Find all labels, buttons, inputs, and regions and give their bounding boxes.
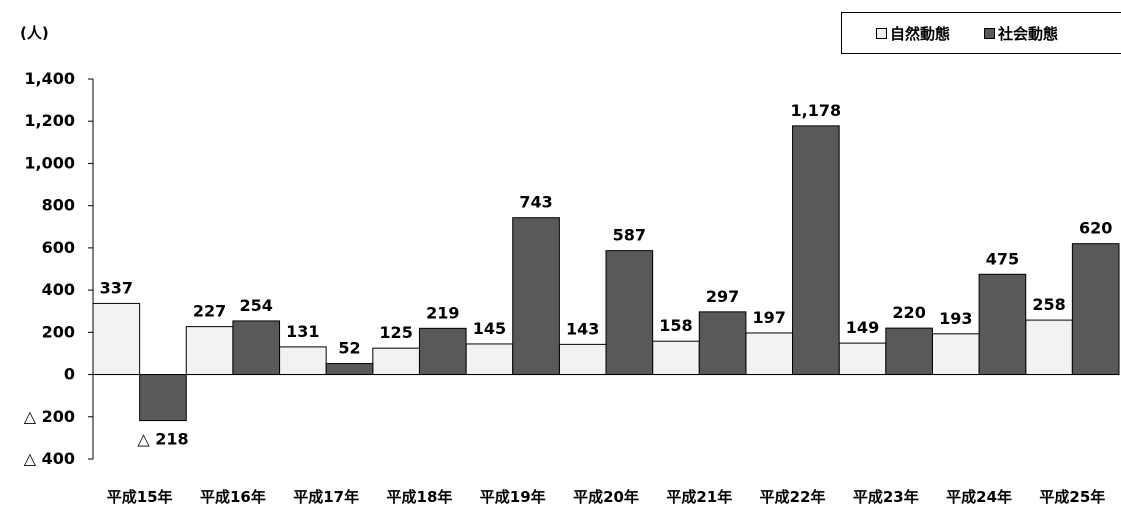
data-label-natural: 149 [846,318,879,337]
bar-natural [838,342,887,376]
bar-social [978,273,1027,376]
legend: 自然動態 社会動態 [841,12,1121,54]
bar-social [1071,243,1120,376]
y-unit-label: (人) [20,24,49,42]
bar-social [698,311,747,376]
y-tick-label: 1,000 [24,153,75,172]
data-label-social: 220 [892,303,925,322]
x-tick-label: 平成15年 [107,488,173,506]
legend-item-social: 社会動態 [984,23,1058,44]
y-tick-label: 200 [42,322,75,341]
legend-item-natural: 自然動態 [876,23,950,44]
data-label-social: △ 218 [137,430,188,449]
bar-social [605,250,654,376]
y-tick-label: △ 400 [24,449,75,468]
data-label-social: 475 [986,249,1019,268]
x-tick-label: 平成20年 [573,488,639,506]
x-tick-label: 平成16年 [200,488,266,506]
data-label-social: 254 [240,296,273,315]
x-tick-label: 平成24年 [946,488,1012,506]
bar-social [325,363,374,376]
bar-natural [745,332,794,376]
x-tick-label: 平成17年 [293,488,359,506]
bar-natural [372,347,420,376]
x-tick-label: 平成22年 [760,488,826,506]
data-label-natural: 158 [659,316,692,335]
data-label-social: 219 [426,303,459,322]
bar-natural [185,326,234,376]
y-tick-label: 1,200 [24,111,75,130]
data-label-natural: 197 [753,308,786,327]
bar-natural [465,343,514,376]
x-tick-label: 平成23年 [853,488,919,506]
data-label-social: 587 [613,226,646,245]
bar-natural [1025,319,1073,376]
bar-natural [279,346,327,376]
bar-social [139,374,187,422]
bar-social [512,217,560,376]
x-tick-label: 平成25年 [1039,488,1105,506]
data-label-natural: 131 [286,322,319,341]
bar-social [792,125,840,376]
data-label-social: 52 [338,339,360,358]
x-tick-label: 平成21年 [666,488,732,506]
legend-swatch-natural [876,27,887,39]
data-label-natural: 143 [566,319,599,338]
bar-social [885,327,933,376]
data-label-social: 1,178 [791,101,842,120]
bar-natural [558,343,607,376]
legend-label-social: 社会動態 [998,24,1059,43]
y-tick-label: 600 [42,238,75,257]
y-tick-label: 0 [64,365,75,384]
data-label-social: 297 [706,287,739,306]
bar-natural [931,333,980,376]
data-label-natural: 337 [100,278,133,297]
y-tick-label: 1,400 [24,69,75,88]
x-tick-label: 平成19年 [480,488,546,506]
data-label-natural: 125 [379,323,412,342]
data-label-natural: 227 [193,302,226,321]
data-label-social: 743 [519,193,552,212]
y-tick-label: 800 [42,196,75,215]
bar-social [418,327,467,376]
bar-natural [652,340,700,376]
bar-natural [92,302,141,376]
data-label-natural: 145 [473,319,506,338]
legend-label-natural: 自然動態 [890,24,951,43]
legend-swatch-social [984,27,996,39]
x-tick-label: 平成18年 [387,488,453,506]
bar-social [232,320,281,376]
data-label-natural: 193 [939,309,972,328]
data-label-social: 620 [1079,219,1112,238]
data-label-natural: 258 [1032,295,1065,314]
y-tick-label: △ 200 [24,407,75,426]
y-tick-label: 400 [42,280,75,299]
